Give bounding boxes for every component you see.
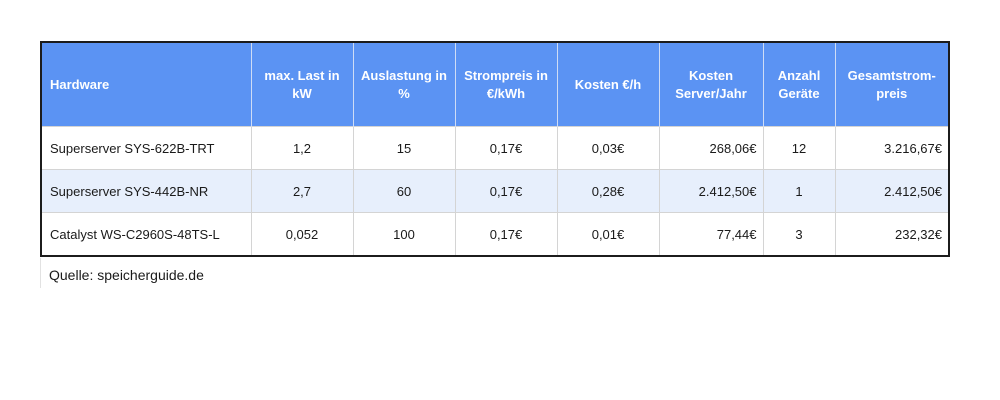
cell-total-power-price: 3.216,67€ xyxy=(834,126,949,170)
header-total-power-price: Gesamtstrom-preis xyxy=(834,42,949,127)
cell-cost-server-year: 268,06€ xyxy=(658,126,763,170)
table-header-row: Hardware max. Last in kW Auslastung in %… xyxy=(41,42,949,127)
cell-total-power-price: 232,32€ xyxy=(834,212,949,256)
cell-hardware: Catalyst WS-C2960S-48TS-L xyxy=(41,212,251,256)
header-power-price: Strompreis in €/kWh xyxy=(454,42,557,127)
cell-max-load: 0,052 xyxy=(250,212,353,256)
cell-max-load: 1,2 xyxy=(250,126,353,170)
cell-hardware: Superserver SYS-622B-TRT xyxy=(41,126,251,170)
table-row: Superserver SYS-622B-TRT 1,2 15 0,17€ 0,… xyxy=(41,126,949,170)
cell-device-count: 1 xyxy=(762,169,835,213)
cell-utilization: 15 xyxy=(352,126,455,170)
header-utilization: Auslastung in % xyxy=(352,42,455,127)
cell-total-power-price: 2.412,50€ xyxy=(834,169,949,213)
cell-power-price: 0,17€ xyxy=(454,212,557,256)
cell-utilization: 60 xyxy=(352,169,455,213)
header-device-count: Anzahl Geräte xyxy=(762,42,835,127)
table-row: Superserver SYS-442B-NR 2,7 60 0,17€ 0,2… xyxy=(41,169,949,213)
cell-cost-per-hour: 0,03€ xyxy=(556,126,659,170)
header-hardware: Hardware xyxy=(41,42,251,127)
cell-power-price: 0,17€ xyxy=(454,169,557,213)
cell-max-load: 2,7 xyxy=(250,169,353,213)
power-cost-table: Hardware max. Last in kW Auslastung in %… xyxy=(40,41,950,257)
cell-cost-per-hour: 0,01€ xyxy=(556,212,659,256)
source-caption: Quelle: speicherguide.de xyxy=(40,258,204,288)
header-cost-server-year: Kosten Server/Jahr xyxy=(658,42,763,127)
table-row: Catalyst WS-C2960S-48TS-L 0,052 100 0,17… xyxy=(41,212,949,256)
header-cost-per-hour: Kosten €/h xyxy=(556,42,659,127)
cell-cost-per-hour: 0,28€ xyxy=(556,169,659,213)
cell-cost-server-year: 2.412,50€ xyxy=(658,169,763,213)
cell-device-count: 3 xyxy=(762,212,835,256)
cell-utilization: 100 xyxy=(352,212,455,256)
header-max-load: max. Last in kW xyxy=(250,42,353,127)
cell-hardware: Superserver SYS-442B-NR xyxy=(41,169,251,213)
cell-device-count: 12 xyxy=(762,126,835,170)
cell-power-price: 0,17€ xyxy=(454,126,557,170)
cell-cost-server-year: 77,44€ xyxy=(658,212,763,256)
data-table-container: Hardware max. Last in kW Auslastung in %… xyxy=(40,41,950,257)
